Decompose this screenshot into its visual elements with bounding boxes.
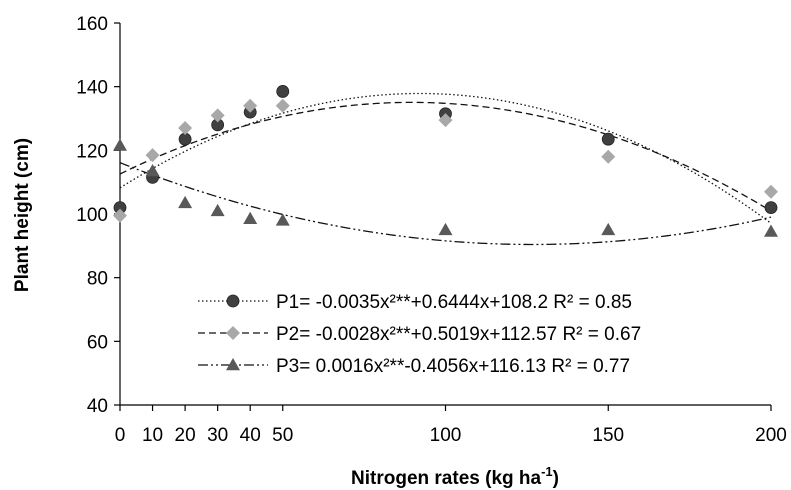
- x-tick-label: 50: [272, 425, 293, 446]
- x-tick-label: 40: [240, 425, 261, 446]
- data-point-p3: [764, 224, 778, 237]
- y-axis-title: Plant height (cm): [12, 138, 33, 292]
- data-point-p3: [601, 222, 616, 236]
- data-point-p3: [113, 138, 127, 151]
- x-axis-title-main: Nitrogen rates (kg ha: [351, 468, 541, 489]
- x-tick-label: 20: [175, 425, 196, 446]
- data-point-p3: [243, 211, 258, 225]
- data-point-p2: [113, 208, 127, 223]
- x-tick-label: 150: [592, 425, 624, 446]
- x-tick-label: 0: [115, 425, 126, 446]
- data-points: [113, 85, 778, 237]
- x-tick-label: 30: [207, 425, 228, 446]
- data-point-p2: [210, 108, 225, 123]
- y-tick-label: 80: [87, 269, 108, 290]
- trend-curve-p2: [119, 101, 772, 212]
- y-tick-label: 100: [76, 205, 108, 226]
- x-tick-label: 200: [755, 425, 787, 446]
- y-ticks: 40 60 80 100 120 140 160: [76, 14, 120, 417]
- legend-item-p3: P3= 0.0016x²**-0.4056x+116.13 R² = 0.77: [198, 356, 630, 377]
- data-point-p2: [275, 98, 290, 113]
- legend-label: P2= -0.0028x²**+0.5019x+112.57 R² = 0.67: [276, 324, 641, 345]
- data-point-p2: [764, 184, 778, 199]
- legend-item-p1: P1= -0.0035x²**+0.6444x+108.2 R² = 0.85: [198, 292, 632, 313]
- legend-label: P1= -0.0035x²**+0.6444x+108.2 R² = 0.85: [276, 292, 632, 313]
- x-tick-label: 10: [142, 425, 163, 446]
- legend-item-p2: P2= -0.0028x²**+0.5019x+112.57 R² = 0.67: [198, 324, 641, 345]
- trend-curve-p1: [119, 92, 772, 224]
- data-point-p2: [601, 149, 616, 164]
- y-tick-label: 60: [87, 332, 108, 353]
- legend-label: P3= 0.0016x²**-0.4056x+116.13 R² = 0.77: [276, 356, 630, 377]
- trend-curve-p3: [119, 162, 772, 246]
- data-point-p1: [764, 201, 778, 215]
- axes: 40 60 80 100 120 140 160 0 10 20 30 40 50 100 150 200: [76, 14, 787, 446]
- x-ticks: 0 10 20 30 40 50 100 150 200: [115, 405, 787, 446]
- data-point-p2: [243, 98, 258, 113]
- data-point-p3: [438, 222, 453, 236]
- x-axis-title: Nitrogen rates (kg ha-1): [351, 464, 559, 489]
- data-point-p3: [178, 195, 193, 209]
- y-tick-label: 160: [76, 14, 108, 35]
- legend-marker: [226, 358, 240, 371]
- x-tick-label: 100: [430, 425, 462, 446]
- data-point-p3: [145, 164, 160, 177]
- data-point-p1: [601, 132, 615, 146]
- y-tick-label: 140: [76, 78, 108, 99]
- data-point-p1: [276, 85, 290, 98]
- data-point-p3: [275, 213, 290, 226]
- data-point-p2: [145, 148, 160, 163]
- data-point-p2: [178, 121, 193, 136]
- trend-curves: [119, 92, 772, 246]
- legend: P1= -0.0035x²**+0.6444x+108.2 R² = 0.85 P…: [198, 292, 641, 377]
- legend-marker: [226, 294, 240, 308]
- data-point-p2: [438, 113, 453, 128]
- y-tick-label: 120: [76, 141, 108, 162]
- x-axis-title-superscript: -1: [541, 464, 553, 479]
- legend-marker: [226, 326, 240, 340]
- x-axis-title-suffix: ): [553, 468, 559, 489]
- y-tick-label: 40: [87, 396, 108, 417]
- data-point-p3: [210, 203, 225, 217]
